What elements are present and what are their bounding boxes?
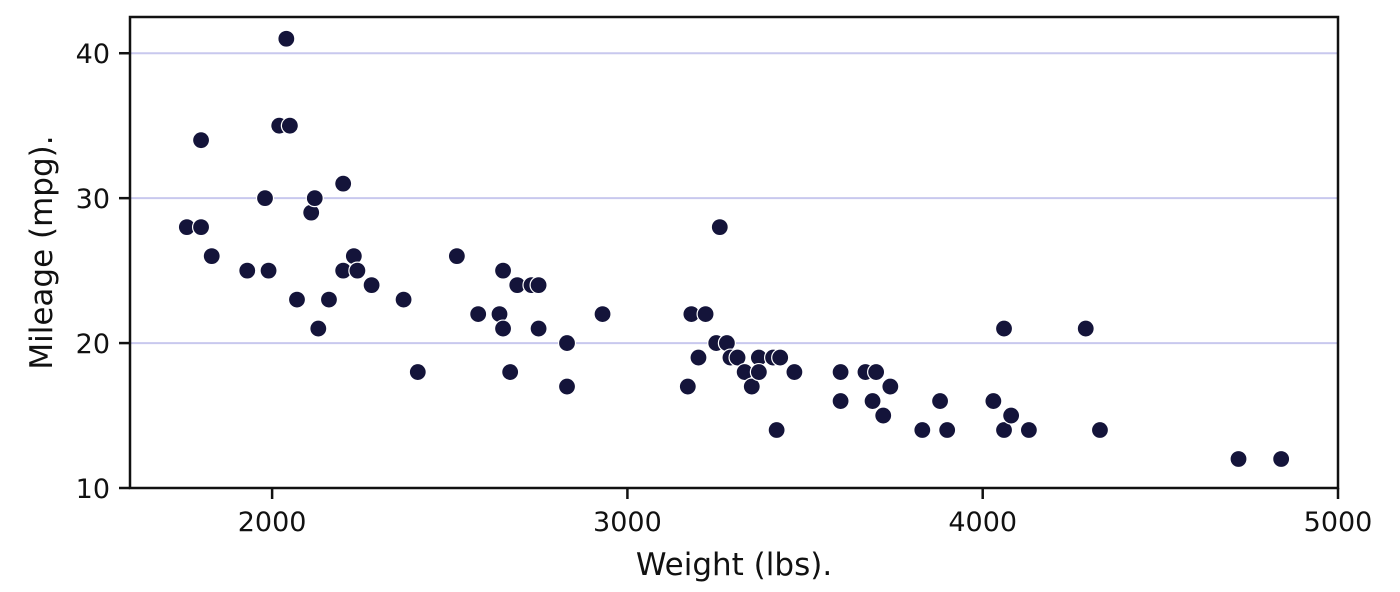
data-point [501,362,520,382]
data-point [678,377,697,396]
data-point [334,174,353,193]
x-axis-label: Weight (lbs). [636,547,832,583]
data-point [767,420,786,440]
data-point [287,290,307,309]
data-point [710,218,729,237]
data-point [593,304,612,324]
data-point [469,304,488,324]
data-point [309,319,328,338]
data-point [742,377,761,396]
data-point [255,189,275,208]
data-point [1090,420,1110,440]
data-point [394,290,413,309]
data-point [202,247,221,266]
data-point [994,319,1014,338]
data-point [1002,406,1021,425]
data-point [881,377,900,396]
data-point [867,362,886,382]
data-point [1229,449,1248,469]
data-point [1076,319,1095,338]
data-point [238,261,257,280]
data-point [259,261,278,280]
y-tick-label: 10 [76,474,110,505]
data-points [177,29,1291,469]
data-point [831,391,850,411]
data-point [529,276,548,295]
y-tick-label: 20 [76,329,110,360]
axis-ticks: 2000 3000 4000 5000 10 20 30 40 [76,39,1373,538]
data-point [938,420,957,440]
data-point [1019,420,1038,440]
data-point [305,189,324,208]
y-tick-label: 40 [76,39,110,70]
y-tick-label: 30 [76,184,110,215]
data-point [930,391,950,411]
data-point [280,116,299,135]
data-point [863,391,882,411]
data-point [785,362,804,382]
data-point [557,333,577,353]
y-axis-label: Mileage (mpg). [24,135,60,369]
data-point [1272,449,1291,469]
data-point [191,218,211,237]
data-point [447,247,466,266]
data-point [362,276,381,295]
data-point [771,348,790,367]
data-point [319,290,339,309]
data-point [728,348,747,367]
data-point [529,319,548,338]
x-tick-label: 2000 [238,507,307,538]
x-tick-label: 3000 [593,507,662,538]
x-tick-label: 5000 [1304,507,1373,538]
x-tick-label: 4000 [948,507,1017,538]
data-point [493,319,513,338]
plot-frame [128,15,1340,490]
data-point [557,377,577,396]
data-point [874,406,893,425]
data-point [984,391,1003,411]
data-point [913,420,932,440]
data-point [191,131,211,150]
data-point [348,261,367,280]
data-point [696,304,715,324]
data-point [408,362,427,382]
data-point [831,362,850,382]
data-point [749,362,768,382]
data-point [277,29,296,48]
data-point [689,348,708,367]
data-point [994,420,1014,440]
data-point [493,261,513,280]
